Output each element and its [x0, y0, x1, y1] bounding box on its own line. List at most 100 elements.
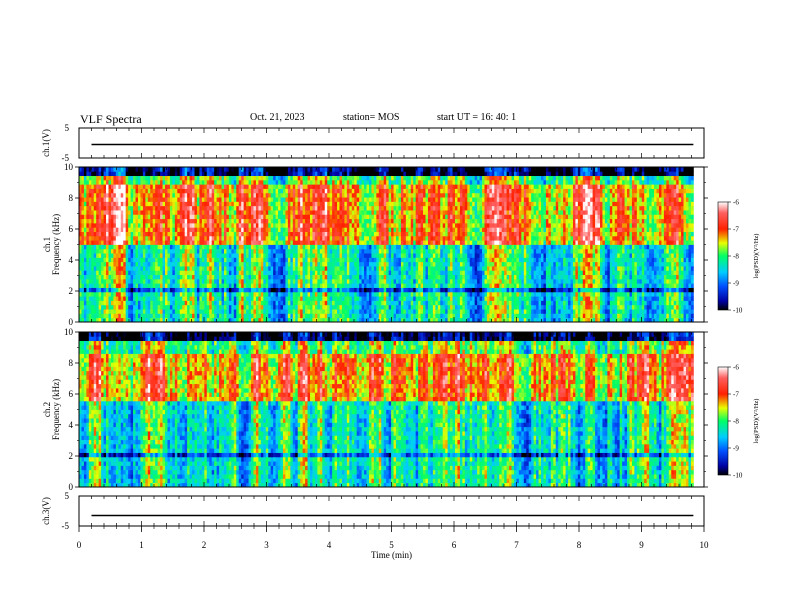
spectrogram-cell — [248, 309, 252, 314]
spectrogram-cell — [106, 261, 109, 267]
spectrogram-cell — [332, 167, 335, 172]
spectrogram-cell — [137, 300, 141, 306]
spectrogram-cell — [391, 192, 394, 198]
spectrogram-cell — [113, 214, 117, 220]
spectrogram-cell — [278, 313, 281, 319]
spectrogram-cell — [376, 278, 380, 284]
spectrogram-cell — [356, 291, 360, 297]
spectrogram-cell — [152, 248, 156, 254]
spectrogram-cell — [329, 266, 333, 271]
spectrogram-cell — [381, 309, 385, 314]
spectrogram-cell — [339, 244, 343, 250]
spectrogram-cell — [209, 227, 213, 232]
spectrogram-cell — [278, 287, 281, 293]
spectrogram-cell — [354, 179, 358, 185]
spectrogram-cell — [81, 304, 85, 310]
spectrogram-cell — [324, 222, 328, 228]
spectrogram-cell — [108, 197, 112, 202]
spectrogram-cell — [295, 278, 299, 284]
spectrogram-cell — [123, 179, 127, 185]
spectrogram-cell — [241, 317, 245, 323]
spectrogram-cell — [83, 235, 87, 241]
spectrogram-cell — [280, 300, 284, 306]
spectrogram-cell — [378, 283, 382, 288]
spectrogram-cell — [118, 227, 122, 232]
spectrogram-cell — [373, 227, 377, 232]
spectrogram-cell — [133, 304, 136, 310]
spectrogram-cell — [179, 197, 183, 202]
spectrogram-cell — [206, 214, 210, 220]
spectrogram-cell — [317, 283, 321, 288]
spectrogram-cell — [295, 210, 299, 215]
spectrogram-cell — [398, 210, 402, 215]
spectrogram-cell — [364, 304, 367, 310]
spectrogram-cell — [341, 214, 345, 220]
spectrogram-cell — [260, 197, 264, 202]
spectrogram-cell — [354, 184, 358, 189]
spectrogram-cell — [314, 266, 318, 271]
spectrogram-cell — [243, 291, 247, 297]
spectrogram-cell — [337, 214, 340, 220]
spectrogram-cell — [179, 253, 183, 258]
spectrogram-cell — [147, 291, 151, 297]
spectrogram-cell — [398, 257, 402, 263]
spectrogram-cell — [187, 205, 190, 211]
spectrogram-cell — [418, 278, 421, 284]
spectrogram-cell — [349, 274, 353, 280]
spectrogram-cell — [209, 175, 213, 181]
spectrogram-cell — [403, 167, 407, 172]
spectrogram-cell — [285, 283, 289, 288]
spectrogram-cell — [167, 304, 171, 310]
spectrogram-cell — [81, 248, 85, 254]
spectrogram-cell — [228, 248, 232, 254]
spectrogram-cell — [216, 227, 220, 232]
spectrogram-cell — [376, 270, 380, 276]
spectrogram-cell — [258, 227, 262, 232]
spectrogram-cell — [98, 210, 102, 215]
spectrogram-cell — [413, 253, 417, 258]
spectrogram-cell — [364, 240, 367, 245]
spectrogram-cell — [223, 184, 227, 189]
spectrogram-cell — [172, 205, 176, 211]
spectrogram-cell — [398, 222, 402, 228]
spectrogram-cell — [241, 266, 245, 271]
spectrogram-cell — [364, 257, 367, 263]
spectrogram-cell — [194, 300, 198, 306]
spectrogram-cell — [209, 197, 213, 202]
spectrogram-cell — [174, 235, 178, 241]
spectrogram-cell — [285, 167, 289, 172]
spectrogram-cell — [290, 309, 294, 314]
spectrogram-cell — [290, 184, 294, 189]
spectrogram-cell — [307, 304, 311, 310]
spectrogram-cell — [391, 253, 394, 258]
spectrogram-cell — [108, 235, 112, 241]
spectrogram-cell — [305, 283, 308, 288]
spectrogram-cell — [106, 192, 109, 198]
spectrogram-cell — [179, 218, 183, 224]
spectrogram-cell — [381, 192, 385, 198]
spectrogram-cell — [174, 184, 178, 189]
spectrogram-cell — [253, 227, 257, 232]
spectrogram-cell — [223, 304, 227, 310]
spectrogram-cell — [150, 313, 154, 319]
spectrogram-cell — [371, 274, 375, 280]
spectrogram-cell — [287, 270, 291, 276]
spectrogram-cell — [302, 274, 306, 280]
spectrogram-cell — [319, 188, 323, 194]
spectrogram-cell — [194, 222, 198, 228]
spectrogram-cell — [278, 283, 281, 288]
spectrogram-cell — [354, 274, 358, 280]
spectrogram-cell — [275, 167, 279, 172]
spectrogram-cell — [278, 201, 281, 207]
spectrogram-cell — [292, 309, 296, 314]
spectrogram-cell — [157, 188, 161, 194]
spectrogram-cell — [341, 227, 345, 232]
spectrogram-cell — [386, 222, 390, 228]
spectrogram-cell — [368, 192, 372, 198]
spectrogram-cell — [253, 175, 257, 181]
spectrogram-cell — [356, 283, 360, 288]
spectrogram-cell — [120, 309, 124, 314]
spectrogram-cell — [179, 205, 183, 211]
spectrogram-cell — [246, 253, 249, 258]
spectrogram-cell — [253, 296, 257, 301]
